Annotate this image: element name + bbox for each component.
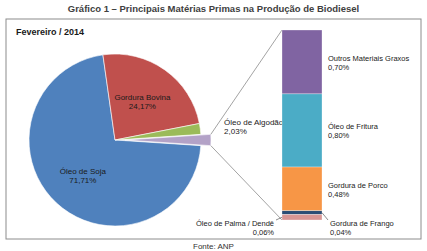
subtitle: Fevereiro / 2014: [16, 27, 84, 37]
data-label-category: Óleo de Fritura: [328, 122, 379, 131]
data-label-value: 71,71%: [69, 176, 96, 185]
bar-segment: [282, 211, 322, 215]
connector-line: [211, 30, 282, 134]
data-label-category: Gordura de Frango: [330, 219, 394, 228]
connector-line: [211, 146, 282, 220]
data-label-value: 0,04%: [330, 228, 352, 237]
data-label-value: 2,03%: [224, 127, 247, 136]
data-label: Óleo de Palma / Dendê0,06%: [196, 219, 274, 237]
data-label: Gordura de Frango0,04%: [330, 219, 394, 237]
data-label-category: Gordura Bovina: [114, 93, 171, 102]
title: Gráfico 1 – Principais Matérias Primas n…: [68, 3, 359, 14]
data-label-category: Outros Materiais Graxos: [328, 54, 410, 63]
bar-segment: [282, 94, 322, 167]
chart-frame: [6, 19, 421, 239]
bar-segment: [282, 30, 322, 94]
chart-container: Gráfico 1 – Principais Matérias Primas n…: [0, 0, 427, 251]
data-label-value: 0,70%: [328, 63, 350, 72]
chart-svg: Gráfico 1 – Principais Matérias Primas n…: [0, 0, 427, 251]
data-label-category: Gordura de Porco: [328, 181, 388, 190]
data-label-value: 0,48%: [328, 190, 350, 199]
data-label: Outros Materiais Graxos0,70%: [328, 54, 410, 72]
data-label: Gordura de Porco0,48%: [328, 181, 388, 199]
bar-segment: [282, 215, 322, 220]
data-label-value: 0,80%: [328, 131, 350, 140]
leader-line: [276, 217, 282, 220]
leader-line: [322, 213, 328, 220]
data-label-category: Óleo de Algodão: [224, 118, 284, 127]
data-label-value: 24,17%: [129, 102, 156, 111]
data-label: Óleo de Soja71,71%: [60, 167, 107, 185]
data-label: Gordura Bovina24,17%: [114, 93, 171, 111]
bar-group: [282, 30, 322, 220]
bar-label-group: Outros Materiais Graxos0,70% Óleo de Frit…: [196, 54, 409, 237]
pie-slice: [125, 134, 211, 145]
data-label-category: Óleo de Palma / Dendê: [196, 219, 274, 228]
source: Fonte: ANP: [193, 242, 234, 251]
data-label: Óleo de Fritura0,80%: [328, 122, 379, 140]
data-label-value: 0,06%: [253, 228, 275, 237]
bar-segment: [282, 167, 322, 211]
data-label: Óleo de Algodão2,03%: [224, 118, 284, 136]
pie-group: Óleo de Soja71,71% Gordura Bovina24,17% Ól…: [29, 54, 284, 226]
data-label-category: Óleo de Soja: [60, 167, 107, 176]
